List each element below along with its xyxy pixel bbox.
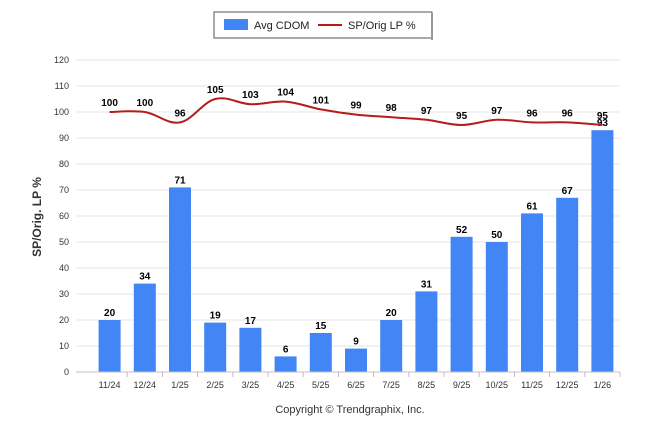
bar [345,348,367,372]
bar [450,236,473,372]
line-series [109,97,603,127]
line-value-label: 96 [526,108,538,119]
x-tick-label: 6/25 [347,380,365,390]
bar-value-label: 67 [562,186,574,197]
bar-value-label: 6 [283,344,289,355]
x-tick-label: 3/25 [242,380,260,390]
bar [415,291,438,372]
y-tick-label: 110 [55,81,69,91]
y-tick-label: 100 [54,107,69,117]
bar-value-label: 17 [245,316,257,327]
bar-value-label: 52 [456,225,468,236]
line-value-label: 103 [242,90,259,101]
bar [204,322,227,372]
legend-swatch-bar [224,19,248,30]
y-tick-label: 70 [59,185,69,195]
copyright-credit: Copyright © Trendgraphix, Inc. [275,404,424,416]
bar [556,197,579,372]
line-value-label: 100 [101,98,118,109]
y-tick-label: 80 [59,159,69,169]
bar-value-label: 9 [353,337,359,348]
bar-value-label: 61 [526,201,538,212]
y-tick-label: 10 [59,341,69,351]
bar-value-label: 20 [104,308,116,319]
bar [169,187,191,372]
bar-value-label: 19 [210,311,222,322]
y-tick-label: 90 [59,133,69,143]
y-tick-label: 40 [59,263,69,273]
legend-label-line: SP/Orig LP % [348,20,416,32]
x-tick-label: 1/26 [594,380,612,390]
series-line [109,97,603,127]
bar [274,356,297,372]
line-value-label: 98 [386,103,398,114]
x-tick-label: 2/25 [206,380,224,390]
bar [133,283,156,372]
x-tick-label: 11/25 [521,380,543,390]
y-tick-label: 120 [54,55,69,65]
bar-value-label: 93 [597,118,609,129]
line-value-label: 104 [277,88,294,99]
line-value-label: 101 [312,95,329,106]
y-axis: 0 10 20 30 40 50 60 70 80 90 100 110 120 [54,55,69,377]
x-axis: 11/24 12/24 1/25 2/25 3/25 4/25 5/25 6/25 7/25 8/… [76,371,621,390]
y-tick-label: 0 [64,367,69,377]
bar-value-label: 31 [421,279,433,290]
bar [98,320,121,372]
x-tick-label: 12/24 [134,380,157,390]
bar-value-label: 20 [386,308,398,319]
bar-series [98,130,614,372]
x-tick-label: 7/25 [382,380,400,390]
x-tick-label: 11/24 [99,380,121,390]
x-tick-label: 12/25 [556,380,579,390]
y-tick-label: 20 [59,315,69,325]
x-tick-label: 8/25 [418,380,436,390]
line-value-label: 97 [421,106,433,117]
line-value-label: 95 [597,111,609,122]
bar [591,130,614,372]
line-value-label: 95 [456,111,468,122]
line-value-label: 99 [350,101,362,112]
bar-value-label: 15 [315,321,327,332]
bar-value-label: 34 [139,272,151,283]
line-value-label: 105 [207,85,224,96]
bar [521,213,543,372]
x-tick-label: 4/25 [277,380,295,390]
bar-value-label: 71 [174,175,186,186]
legend: Avg CDOM SP/Orig LP % [213,11,433,40]
line-value-label: 96 [174,108,186,119]
legend-label-bar: Avg CDOM [254,20,309,32]
line-value-label: 97 [491,106,503,117]
line-data-labels: 100 100 96 105 103 104 101 99 98 97 95 97 96 96 95 [101,85,608,122]
x-tick-label: 10/25 [486,380,509,390]
bar-value-label: 50 [491,230,503,241]
bar [309,333,332,372]
x-tick-label: 1/25 [171,380,189,390]
y-tick-label: 30 [59,289,69,299]
bar [380,320,403,372]
y-tick-label: 60 [59,211,69,221]
y-tick-label: 50 [59,237,69,247]
x-tick-label: 9/25 [453,380,471,390]
x-tick-label: 5/25 [312,380,330,390]
bar [239,327,262,372]
bar [485,242,508,372]
line-value-label: 100 [136,98,153,109]
y-axis-title: SP/Orig. LP % [30,177,44,257]
bar-data-labels: 20 34 71 19 17 6 15 9 20 31 52 50 61 67 93 [104,118,608,355]
line-value-label: 96 [562,108,574,119]
